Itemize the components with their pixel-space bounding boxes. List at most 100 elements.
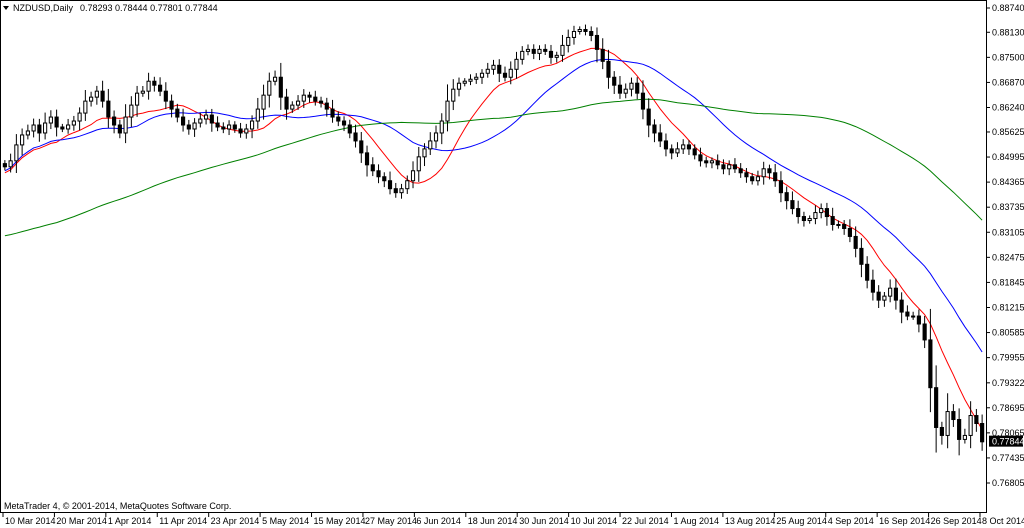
candle-bear	[215, 122, 220, 128]
candle-bear	[100, 90, 105, 102]
candle-bull	[468, 78, 473, 82]
candle-bear	[738, 168, 743, 174]
candle-bear	[221, 126, 226, 130]
x-tick-label: 27 May 2014	[365, 516, 417, 526]
y-tick-label: 0.82475	[992, 252, 1024, 262]
candle-bull	[94, 90, 99, 98]
plot-frame	[0, 0, 987, 513]
y-tick-label: 0.85625	[992, 127, 1024, 137]
y-axis: 0.88740 0.88130 0.87500 0.86870 0.86240 0.856…	[986, 3, 1024, 488]
candle-bear	[698, 154, 703, 162]
candle-bull	[560, 44, 565, 56]
candle-bull	[25, 130, 30, 136]
candle-bear	[531, 48, 536, 54]
y-tick-label: 0.86870	[992, 77, 1024, 87]
x-tick-label: 11 Apr 2014	[159, 516, 207, 526]
candle-bear	[934, 387, 939, 428]
candle-bear	[318, 100, 324, 104]
candle-bear	[376, 170, 381, 178]
candle-bear	[784, 192, 789, 202]
candle-bear	[186, 124, 191, 130]
x-tick-label: 15 May 2014	[314, 516, 366, 526]
y-tick-label: 0.80585	[992, 328, 1024, 338]
candle-bear	[704, 160, 709, 164]
candle-bear	[232, 124, 237, 130]
x-tick-label: 25 Aug 2014	[776, 516, 827, 526]
candle-bull	[485, 68, 490, 74]
candle-bull	[629, 82, 634, 90]
candle-bull	[571, 30, 577, 38]
candle-bear	[548, 50, 554, 58]
candle-bull	[48, 116, 53, 124]
triangle-down-icon[interactable]	[3, 6, 9, 10]
candle-bear	[359, 140, 364, 154]
candle-bull	[807, 218, 812, 222]
x-tick-label: 30 Jun 2014	[519, 516, 569, 526]
candle-bear	[2, 163, 7, 168]
candle-bear	[594, 34, 600, 50]
candle-bear	[60, 126, 65, 130]
candle-bear	[209, 114, 214, 124]
candle-bull	[445, 100, 450, 122]
candle-bear	[612, 76, 617, 86]
x-tick-label: 20 Mar 2014	[56, 516, 107, 526]
candle-bull	[761, 168, 766, 178]
y-tick-label: 0.78695	[992, 403, 1024, 413]
candle-bear	[732, 164, 738, 170]
candle-bear	[635, 82, 640, 94]
candle-bull	[14, 144, 19, 162]
candle-bear	[600, 48, 605, 62]
y-tick-label: 0.78065	[992, 428, 1024, 438]
x-axis: 10 Mar 2014 20 Mar 2014 1 Apr 2014 11 Apr 2…	[2, 513, 1024, 526]
candle-bear	[663, 140, 669, 150]
candle-bear	[117, 124, 122, 134]
candle-bull	[968, 415, 973, 436]
candle-bull	[129, 104, 134, 118]
symbol-label: NZDUSD,Daily	[13, 3, 74, 13]
candle-bear	[370, 164, 375, 172]
candle-bull	[244, 128, 249, 134]
candle-bear	[158, 84, 163, 92]
candle-bear	[330, 108, 335, 118]
candle-bull	[405, 180, 410, 190]
candle-bear	[893, 287, 898, 301]
candle-bull	[755, 176, 761, 182]
candle-bull	[249, 120, 255, 130]
candle-bull	[261, 94, 266, 110]
candle-bull	[416, 156, 421, 172]
candle-bull	[462, 80, 467, 84]
candle-bear	[847, 227, 852, 237]
x-tick-label: 1 Apr 2014	[108, 516, 152, 526]
candle-bear	[112, 116, 117, 126]
candle-bear	[341, 120, 347, 126]
candle-bear	[497, 64, 502, 74]
candle-bull	[140, 90, 145, 94]
candle-bull	[819, 208, 824, 214]
y-tick-label: 0.87500	[992, 52, 1024, 62]
candle-bear	[686, 144, 692, 150]
y-tick-label: 0.84365	[992, 177, 1024, 187]
candle-bull	[439, 120, 444, 134]
y-tick-label: 0.79955	[992, 353, 1024, 363]
x-tick-label: 6 Jun 2014	[416, 516, 461, 526]
candle-bull	[410, 170, 416, 182]
candle-bull	[31, 124, 36, 132]
candle-bear	[842, 224, 847, 229]
x-tick-label: 5 May 2014	[262, 516, 309, 526]
candle-bull	[945, 411, 950, 436]
y-tick-label: 0.84995	[992, 152, 1024, 162]
moving-averages	[4, 47, 983, 430]
current-price-tag: 0.77844	[989, 435, 1024, 447]
ma-fast-line	[4, 47, 983, 430]
candle-bear	[899, 299, 904, 313]
y-tick-label: 0.88130	[992, 27, 1024, 37]
candle-bull	[888, 287, 893, 297]
candle-bear	[589, 30, 594, 36]
copyright-text: MetaTrader 4, © 2001-2014, MetaQuotes So…	[4, 501, 231, 511]
x-tick-label: 13 Aug 2014	[725, 516, 776, 526]
candle-bull	[255, 108, 260, 122]
candle-bull	[77, 112, 82, 122]
candle-bear	[502, 72, 508, 78]
